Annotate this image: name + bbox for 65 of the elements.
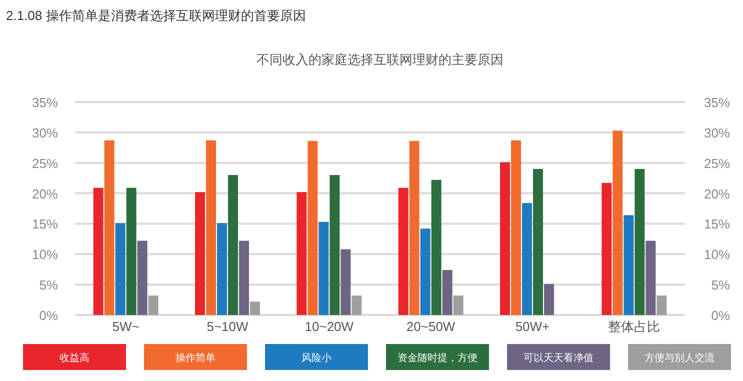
y2-tick-label: 15%: [704, 216, 730, 232]
y2-tick-label: 30%: [704, 125, 730, 140]
bar: [104, 140, 114, 315]
bar: [296, 192, 307, 315]
chart-title: 2.1.08 操作简单是消费者选择互联网理财的首要原因: [6, 8, 306, 23]
y2-tick-label: 0%: [711, 308, 730, 323]
bar: [420, 228, 430, 315]
y2-tick-label: 35%: [704, 95, 730, 110]
y2-tick-label: 10%: [704, 247, 730, 262]
bar: [228, 175, 238, 315]
text: 方便与别人交流: [644, 352, 714, 364]
bar: [656, 296, 667, 315]
y-tick-label: 35%: [32, 95, 58, 110]
bar: [409, 140, 420, 315]
x-tick-label: 5~10W: [206, 319, 249, 334]
bar: [340, 249, 351, 315]
bar: [206, 140, 216, 315]
bar: [453, 296, 464, 315]
bar: [115, 223, 126, 315]
bar: [308, 140, 318, 315]
y-tick-label: 25%: [32, 156, 58, 171]
y-tick-label: 20%: [32, 186, 58, 202]
bar: [217, 223, 227, 315]
bar: [318, 222, 329, 315]
bar: [330, 175, 340, 315]
text: 收益高: [60, 352, 90, 364]
y-tick-label: 15%: [32, 216, 58, 232]
bar: [500, 162, 510, 315]
bar: [398, 188, 408, 315]
y-tick-label: 10%: [32, 247, 58, 262]
text: 风险小: [302, 352, 332, 364]
x-tick-label: 20~50W: [406, 319, 456, 334]
x-tick-label: 50W+: [515, 319, 550, 334]
bar: [511, 140, 521, 315]
bar: [522, 203, 532, 315]
bar: [646, 240, 656, 315]
bar: [148, 296, 158, 315]
bar: [93, 188, 104, 315]
y-tick-label: 0%: [39, 308, 58, 323]
y2-tick-label: 25%: [704, 156, 730, 171]
bar: [126, 188, 136, 315]
y2-tick-label: 5%: [711, 278, 730, 293]
bar: [602, 182, 612, 315]
x-tick-label: 5W~: [112, 319, 140, 334]
bar: [195, 192, 205, 315]
bar: [352, 296, 362, 315]
bar: [634, 168, 645, 315]
bar: [544, 284, 554, 315]
text: 可以天天看净值: [524, 352, 594, 364]
bar: [624, 215, 634, 315]
chart-subtitle: 不同收入的家庭选择互联网理财的主要原因: [256, 52, 504, 67]
bar: [239, 240, 249, 315]
y2-tick-label: 20%: [704, 186, 730, 202]
bar: [431, 180, 442, 315]
bar: [612, 130, 623, 315]
y-tick-label: 5%: [39, 278, 58, 293]
x-tick-label: 整体占比: [608, 319, 660, 334]
text: 资金随时提，方便: [398, 352, 478, 364]
bar: [137, 240, 148, 315]
y-tick-label: 30%: [32, 125, 58, 140]
bar: [533, 168, 543, 315]
x-tick-label: 10~20W: [304, 319, 354, 334]
bar: [250, 302, 260, 315]
text: 操作简单: [176, 352, 216, 364]
bar: [442, 270, 452, 315]
